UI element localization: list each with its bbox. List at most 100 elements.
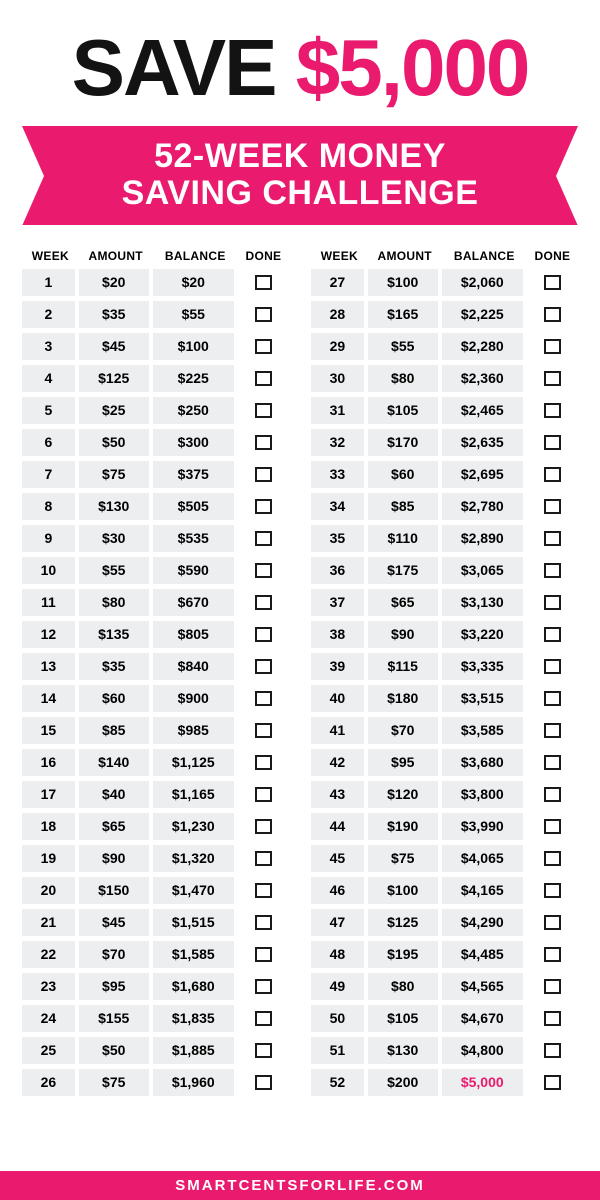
cell-done xyxy=(238,1069,289,1096)
cell-week: 32 xyxy=(311,429,368,456)
checkbox-icon[interactable] xyxy=(255,1043,272,1058)
checkbox-icon[interactable] xyxy=(544,691,561,706)
cell-amount: $75 xyxy=(368,845,442,872)
cell-done xyxy=(527,461,578,488)
checkbox-icon[interactable] xyxy=(544,723,561,738)
cell-balance: $20 xyxy=(153,269,238,296)
checkbox-icon[interactable] xyxy=(544,947,561,962)
cell-done xyxy=(238,557,289,584)
checkbox-icon[interactable] xyxy=(255,947,272,962)
checkbox-icon[interactable] xyxy=(255,851,272,866)
cell-balance: $4,800 xyxy=(442,1037,527,1064)
cell-amount: $80 xyxy=(79,589,153,616)
checkbox-icon[interactable] xyxy=(544,371,561,386)
checkbox-icon[interactable] xyxy=(255,435,272,450)
table-row: 8$130$505 xyxy=(22,493,289,520)
checkbox-icon[interactable] xyxy=(544,979,561,994)
cell-done xyxy=(527,941,578,968)
ribbon-container: 52-WEEK MONEY SAVING CHALLENGE xyxy=(0,114,600,243)
checkbox-icon[interactable] xyxy=(544,435,561,450)
checkbox-icon[interactable] xyxy=(255,467,272,482)
checkbox-icon[interactable] xyxy=(255,1011,272,1026)
cell-done xyxy=(527,525,578,552)
checkbox-icon[interactable] xyxy=(255,787,272,802)
cell-amount: $65 xyxy=(79,813,153,840)
checkbox-icon[interactable] xyxy=(544,563,561,578)
table-row: 10$55$590 xyxy=(22,557,289,584)
cell-done xyxy=(527,1069,578,1096)
cell-done xyxy=(238,909,289,936)
cell-done xyxy=(527,397,578,424)
checkbox-icon[interactable] xyxy=(255,819,272,834)
checkbox-icon[interactable] xyxy=(544,851,561,866)
cell-balance: $55 xyxy=(153,301,238,328)
checkbox-icon[interactable] xyxy=(544,883,561,898)
checkbox-icon[interactable] xyxy=(255,627,272,642)
cell-done xyxy=(238,749,289,776)
checkbox-icon[interactable] xyxy=(255,691,272,706)
checkbox-icon[interactable] xyxy=(255,275,272,290)
table-row: 21$45$1,515 xyxy=(22,909,289,936)
table-row: 12$135$805 xyxy=(22,621,289,648)
main-title: SAVE $5,000 xyxy=(0,0,600,114)
checkbox-icon[interactable] xyxy=(544,307,561,322)
checkbox-icon[interactable] xyxy=(255,1075,272,1090)
cell-done xyxy=(527,877,578,904)
cell-amount: $35 xyxy=(79,653,153,680)
checkbox-icon[interactable] xyxy=(544,403,561,418)
cell-done xyxy=(527,429,578,456)
table-row: 30$80$2,360 xyxy=(311,365,578,392)
checkbox-icon[interactable] xyxy=(255,595,272,610)
checkbox-icon[interactable] xyxy=(544,915,561,930)
checkbox-icon[interactable] xyxy=(544,1075,561,1090)
cell-week: 51 xyxy=(311,1037,368,1064)
table-row: 20$150$1,470 xyxy=(22,877,289,904)
cell-week: 16 xyxy=(22,749,79,776)
table-row: 34$85$2,780 xyxy=(311,493,578,520)
cell-done xyxy=(238,461,289,488)
cell-done xyxy=(238,1005,289,1032)
checkbox-icon[interactable] xyxy=(255,915,272,930)
checkbox-icon[interactable] xyxy=(544,467,561,482)
cell-balance: $1,960 xyxy=(153,1069,238,1096)
cell-week: 47 xyxy=(311,909,368,936)
checkbox-icon[interactable] xyxy=(544,1043,561,1058)
cell-amount: $75 xyxy=(79,461,153,488)
cell-balance: $1,470 xyxy=(153,877,238,904)
checkbox-icon[interactable] xyxy=(255,723,272,738)
table-row: 39$115$3,335 xyxy=(311,653,578,680)
checkbox-icon[interactable] xyxy=(255,563,272,578)
checkbox-icon[interactable] xyxy=(255,371,272,386)
table-row: 22$70$1,585 xyxy=(22,941,289,968)
checkbox-icon[interactable] xyxy=(544,755,561,770)
cell-done xyxy=(238,1037,289,1064)
checkbox-icon[interactable] xyxy=(544,595,561,610)
checkbox-icon[interactable] xyxy=(255,979,272,994)
checkbox-icon[interactable] xyxy=(255,339,272,354)
cell-amount: $100 xyxy=(368,877,442,904)
checkbox-icon[interactable] xyxy=(544,819,561,834)
checkbox-icon[interactable] xyxy=(544,499,561,514)
header-done: DONE xyxy=(527,249,578,263)
checkbox-icon[interactable] xyxy=(255,499,272,514)
cell-week: 45 xyxy=(311,845,368,872)
checkbox-icon[interactable] xyxy=(544,339,561,354)
checkbox-icon[interactable] xyxy=(544,659,561,674)
cell-amount: $70 xyxy=(368,717,442,744)
cell-balance: $670 xyxy=(153,589,238,616)
table-row: 15$85$985 xyxy=(22,717,289,744)
checkbox-icon[interactable] xyxy=(544,531,561,546)
checkbox-icon[interactable] xyxy=(544,787,561,802)
checkbox-icon[interactable] xyxy=(544,627,561,642)
checkbox-icon[interactable] xyxy=(544,1011,561,1026)
table-row: 11$80$670 xyxy=(22,589,289,616)
cell-amount: $80 xyxy=(368,365,442,392)
checkbox-icon[interactable] xyxy=(544,275,561,290)
checkbox-icon[interactable] xyxy=(255,307,272,322)
checkbox-icon[interactable] xyxy=(255,659,272,674)
checkbox-icon[interactable] xyxy=(255,403,272,418)
checkbox-icon[interactable] xyxy=(255,531,272,546)
checkbox-icon[interactable] xyxy=(255,883,272,898)
cell-balance: $3,335 xyxy=(442,653,527,680)
checkbox-icon[interactable] xyxy=(255,755,272,770)
